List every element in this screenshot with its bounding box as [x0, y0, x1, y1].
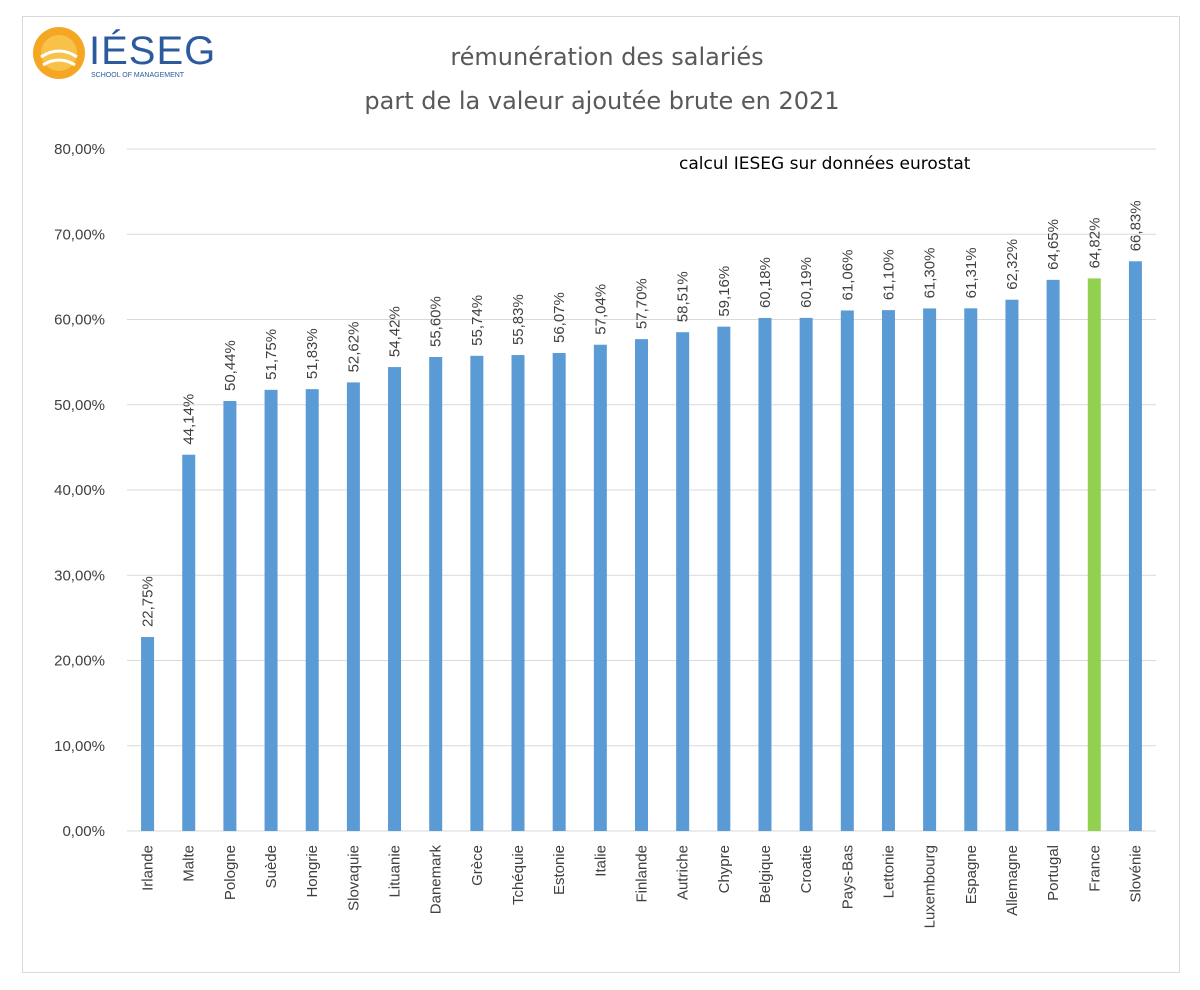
x-tick-label: Grèce — [469, 845, 486, 886]
data-label: 57,70% — [634, 278, 651, 329]
x-tick-label: Lettonie — [880, 845, 897, 898]
x-tick-label: Finlande — [634, 845, 651, 903]
data-label: 54,42% — [387, 306, 404, 357]
bar — [346, 382, 360, 831]
bar — [964, 308, 978, 831]
data-label: 64,65% — [1045, 219, 1062, 270]
logo-subtitle: SCHOOL OF MANAGEMENT — [91, 72, 185, 79]
data-label: 55,74% — [469, 295, 486, 346]
data-label: 51,75% — [263, 329, 280, 380]
data-label: 61,10% — [880, 249, 897, 300]
data-label: 64,82% — [1086, 218, 1103, 269]
y-tick-label: 70,00% — [54, 226, 105, 243]
data-label: 61,06% — [839, 250, 856, 301]
x-tick-label: Suède — [263, 845, 280, 888]
x-tick-label: Luxembourg — [922, 845, 939, 928]
bar — [141, 637, 155, 831]
x-tick-label: Italie — [592, 845, 609, 877]
x-tick-label: Pologne — [222, 845, 239, 900]
bar — [511, 355, 525, 831]
x-tick-label: Espagne — [963, 845, 980, 904]
x-tick-label: Portugal — [1045, 845, 1062, 901]
bar — [758, 317, 772, 831]
data-label: 22,75% — [140, 576, 157, 627]
bar — [676, 332, 690, 831]
bar — [1005, 299, 1019, 831]
bar — [388, 367, 402, 831]
bar — [223, 400, 237, 831]
data-label: 61,30% — [922, 248, 939, 299]
data-label: 61,31% — [963, 247, 980, 298]
bar — [881, 310, 895, 831]
x-tick-label: Danemark — [428, 845, 445, 915]
bar — [305, 389, 319, 831]
data-label: 57,04% — [592, 284, 609, 335]
bar — [1128, 261, 1142, 831]
x-tick-label: Estonie — [551, 845, 568, 895]
y-tick-label: 40,00% — [54, 482, 105, 499]
bar — [182, 454, 196, 831]
bar — [923, 308, 937, 832]
bar — [264, 389, 278, 831]
data-label: 44,14% — [181, 394, 198, 445]
data-label: 62,32% — [1004, 239, 1021, 290]
bar — [470, 355, 484, 831]
data-label: 56,07% — [551, 292, 568, 343]
x-tick-label: Hongrie — [304, 845, 321, 898]
bar — [429, 357, 443, 831]
data-label: 58,51% — [675, 271, 692, 322]
x-tick-label: Pays-Bas — [839, 845, 856, 909]
x-tick-label: Tchéquie — [510, 845, 527, 905]
x-tick-label: Autriche — [675, 845, 692, 900]
bar — [799, 317, 813, 831]
logo-name: IÉSEG — [89, 28, 216, 73]
x-tick-label: Chypre — [716, 845, 733, 893]
data-label: 52,62% — [345, 322, 362, 373]
bar — [1046, 279, 1060, 831]
y-tick-label: 50,00% — [54, 397, 105, 414]
bar — [717, 326, 731, 831]
sun-logo-icon — [33, 27, 85, 79]
bar — [635, 339, 648, 831]
data-label: 55,60% — [428, 296, 445, 347]
y-tick-label: 0,00% — [62, 823, 105, 840]
y-tick-label: 20,00% — [54, 653, 105, 670]
source-note: calcul IESEG sur données eurostat — [679, 154, 971, 174]
x-tick-label: Irlande — [140, 845, 157, 891]
data-label: 60,19% — [798, 257, 815, 308]
x-tick-label: Croatie — [798, 845, 815, 893]
x-tick-label: Allemagne — [1004, 845, 1021, 916]
data-label: 51,83% — [304, 328, 321, 379]
bar — [593, 344, 607, 831]
bar — [840, 310, 854, 831]
chart-frame: IÉSEG SCHOOL OF MANAGEMENT rémunération … — [22, 16, 1180, 973]
y-tick-label: 60,00% — [54, 312, 105, 329]
chart-title-line-2: part de la valeur ajoutée brute en 2021 — [364, 87, 839, 115]
data-label: 60,18% — [757, 257, 774, 308]
x-tick-label: Slovaquie — [345, 845, 362, 911]
data-label: 50,44% — [222, 340, 239, 391]
x-tick-label: Malte — [181, 845, 198, 882]
data-label: 59,16% — [716, 266, 733, 317]
chart-title-line-1: rémunération des salariés — [450, 43, 763, 71]
x-tick-label: Belgique — [757, 845, 774, 903]
x-tick-label: Lituanie — [387, 845, 404, 898]
bar-chart: IÉSEG SCHOOL OF MANAGEMENT rémunération … — [33, 27, 1156, 928]
y-tick-label: 80,00% — [54, 141, 105, 158]
data-label: 55,83% — [510, 294, 527, 345]
x-tick-label: France — [1086, 845, 1103, 892]
y-tick-label: 30,00% — [54, 567, 105, 584]
bar — [1087, 278, 1101, 831]
x-tick-label: Slovénie — [1127, 845, 1144, 903]
bar — [552, 353, 566, 831]
logo: IÉSEG SCHOOL OF MANAGEMENT — [33, 27, 216, 79]
data-label: 66,83% — [1127, 200, 1144, 251]
y-tick-label: 10,00% — [54, 738, 105, 755]
